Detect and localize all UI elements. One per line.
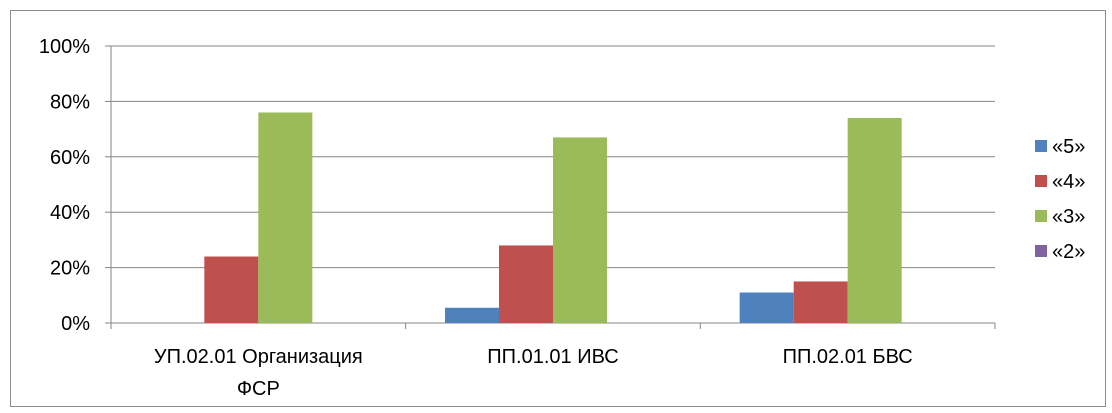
category-label: УП.02.01 Организация <box>154 346 363 368</box>
bar-3-1 <box>553 137 607 323</box>
y-tick-label: 80% <box>50 91 90 113</box>
legend-label: «2» <box>1052 241 1085 263</box>
y-tick-label: 20% <box>50 258 90 280</box>
legend-label: «4» <box>1052 171 1085 193</box>
category-label: ПП.02.01 БВС <box>783 346 913 368</box>
bar-4-0 <box>204 256 259 323</box>
legend-swatch <box>1035 140 1047 152</box>
legend-swatch <box>1035 245 1047 257</box>
legend-swatch <box>1035 210 1047 222</box>
category-label: ФСР <box>237 378 280 400</box>
y-tick-label: 100% <box>39 36 90 58</box>
bar-3-2 <box>847 118 902 324</box>
legend-label: «3» <box>1052 206 1085 228</box>
bar-4-2 <box>793 281 848 323</box>
category-label: ПП.01.01 ИВС <box>487 346 618 368</box>
y-tick-label: 40% <box>50 202 90 224</box>
y-tick-label: 0% <box>61 313 90 335</box>
bar-4-1 <box>499 245 553 323</box>
legend-swatch <box>1035 175 1047 187</box>
bar-3-0 <box>258 112 313 323</box>
y-tick-label: 60% <box>50 147 90 169</box>
legend-label: «5» <box>1052 136 1085 158</box>
bar-5-1 <box>445 307 499 323</box>
bar-5-2 <box>739 292 794 323</box>
